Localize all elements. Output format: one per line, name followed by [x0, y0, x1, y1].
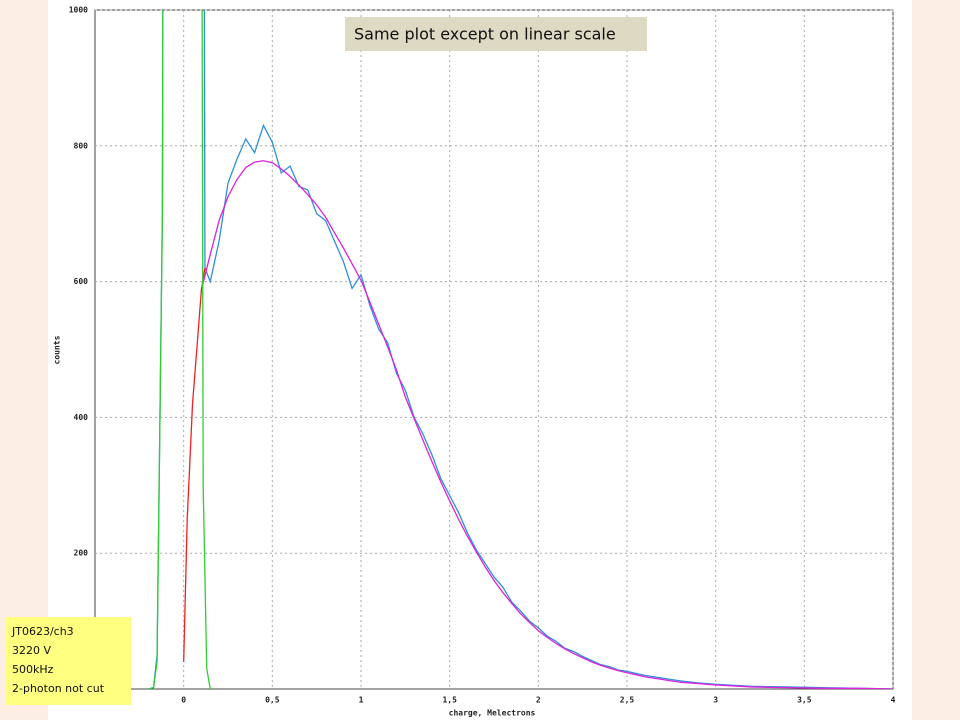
- y-tick-label: 600: [74, 277, 89, 286]
- x-axis-label: charge, Melectrons: [449, 709, 536, 718]
- annotation: Same plot except on linear scale: [354, 25, 616, 44]
- series-line: [148, 10, 211, 689]
- x-tick-label: 0: [181, 696, 186, 705]
- y-tick-label: 400: [74, 413, 89, 422]
- x-tick-label: 1: [359, 696, 364, 705]
- x-tick-label: 3: [713, 696, 718, 705]
- x-tick-label: 2,5: [620, 696, 635, 705]
- grid: [95, 9, 894, 689]
- x-tick-label: 0,5: [265, 696, 280, 705]
- info-line: 500kHz: [12, 663, 54, 676]
- y-tick-label: 800: [74, 141, 89, 150]
- x-tick-label: 2: [536, 696, 541, 705]
- info-lines: JT0623/ch3 3220 V 500kHz 2-photon not cut: [11, 625, 105, 695]
- info-box: [5, 617, 131, 705]
- y-tick-label: 200: [74, 549, 89, 558]
- x-tick-label: 1,5: [442, 696, 457, 705]
- y-tick-label: 1000: [69, 6, 88, 15]
- x-tick-label: 3,5: [797, 696, 812, 705]
- series-line: [200, 160, 893, 689]
- info-line: 2-photon not cut: [12, 682, 105, 695]
- y-axis-label: counts: [53, 335, 62, 364]
- labels: 0 0,5 1 1,5 2 2,5 3 3,5 4 200 400 600 800 1000: [69, 6, 896, 705]
- info-line: JT0623/ch3: [11, 625, 74, 638]
- plot-frame: [94, 9, 894, 690]
- lines: [148, 10, 893, 689]
- x-tick-label: 4: [891, 696, 896, 705]
- plot-background: [48, 0, 912, 720]
- series-line: [148, 10, 893, 689]
- annotation-box: [345, 17, 647, 51]
- info-line: 3220 V: [12, 644, 51, 657]
- series-line: [183, 267, 206, 662]
